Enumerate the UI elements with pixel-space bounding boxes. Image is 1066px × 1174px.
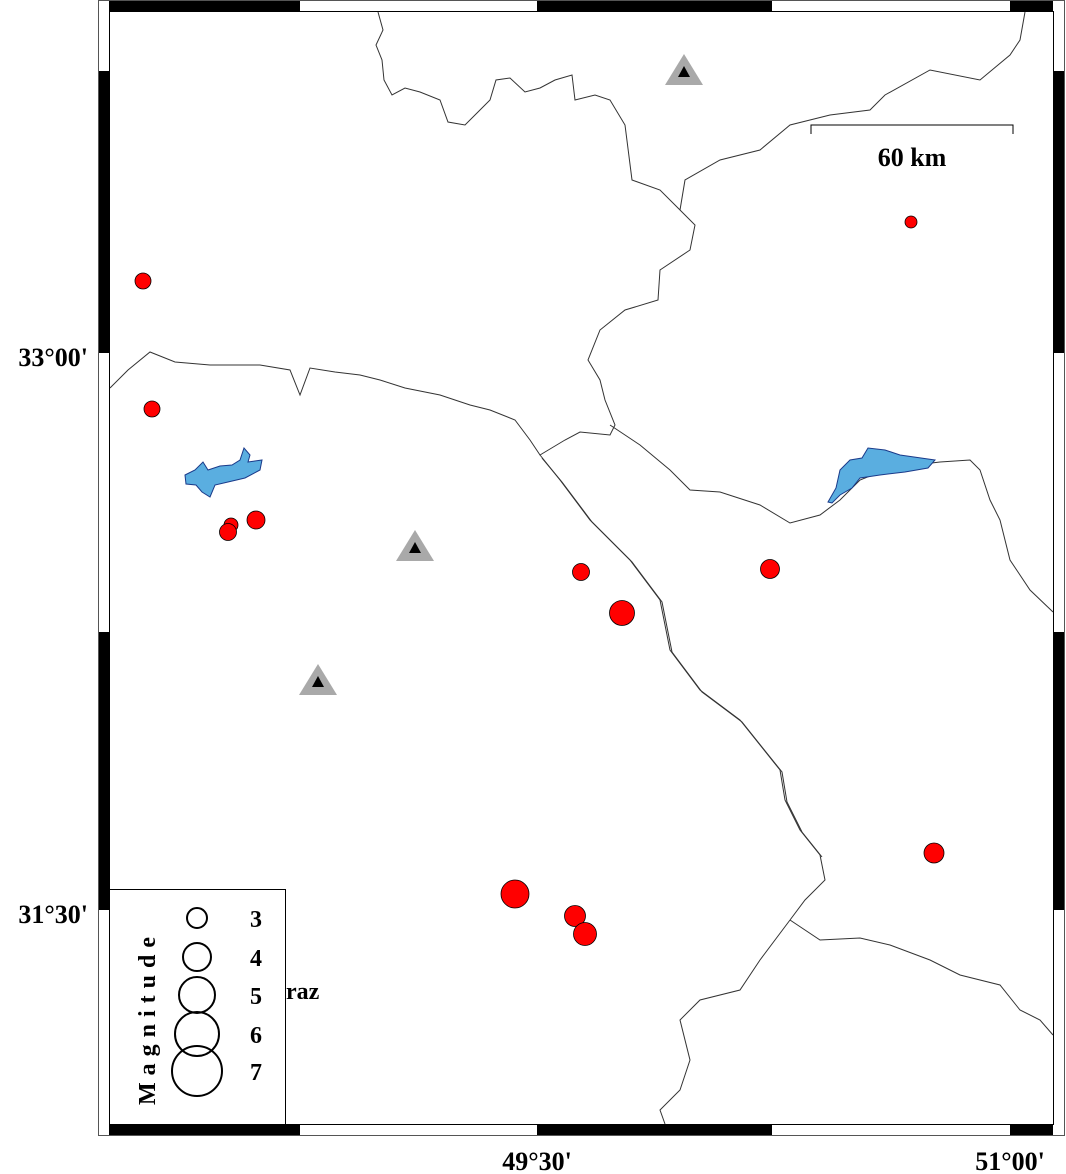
lat-label: 31°30' (18, 900, 88, 929)
legend-circle-6 (174, 1011, 220, 1057)
lake-west (184, 447, 263, 498)
event-marker (143, 400, 161, 418)
event-marker (760, 559, 780, 579)
place-label: raz (286, 979, 320, 1005)
lon-label: 49°30' (502, 1147, 572, 1174)
lake-east (827, 447, 936, 504)
legend-circle-7 (171, 1045, 223, 1097)
legend-circle-3 (186, 907, 208, 929)
station-triangle-icon (396, 530, 434, 561)
legend-circle-4 (182, 942, 212, 972)
legend-label: 5 (250, 984, 262, 1010)
province-borders (109, 11, 1054, 1125)
earthquake-events (134, 215, 945, 946)
event-marker (500, 879, 530, 909)
legend-label: 4 (250, 946, 262, 972)
event-marker (564, 905, 586, 927)
lat-label: 33°00' (18, 343, 88, 372)
event-marker (219, 523, 237, 541)
legend-label: 6 (250, 1023, 262, 1049)
lon-label: 51°00' (975, 1147, 1045, 1174)
event-marker (246, 510, 266, 530)
event-marker (134, 272, 152, 290)
legend-label: 7 (250, 1060, 262, 1086)
map-frame (98, 0, 1065, 1136)
event-marker (609, 600, 635, 626)
station-triangle-icon (665, 54, 703, 85)
event-marker (904, 215, 918, 229)
event-marker (923, 842, 945, 864)
scale-bar: 60 km (810, 124, 1014, 172)
lakes (184, 447, 936, 504)
stations (299, 54, 703, 695)
scale-bar-label: 60 km (878, 143, 947, 172)
legend-title: Magnitude (135, 930, 161, 1105)
event-marker (573, 922, 597, 946)
legend-label: 3 (250, 907, 262, 933)
magnitude-legend: Magnitude 3 4 5 6 7 (109, 889, 286, 1125)
station-triangle-icon (299, 664, 337, 695)
event-marker (572, 563, 590, 581)
